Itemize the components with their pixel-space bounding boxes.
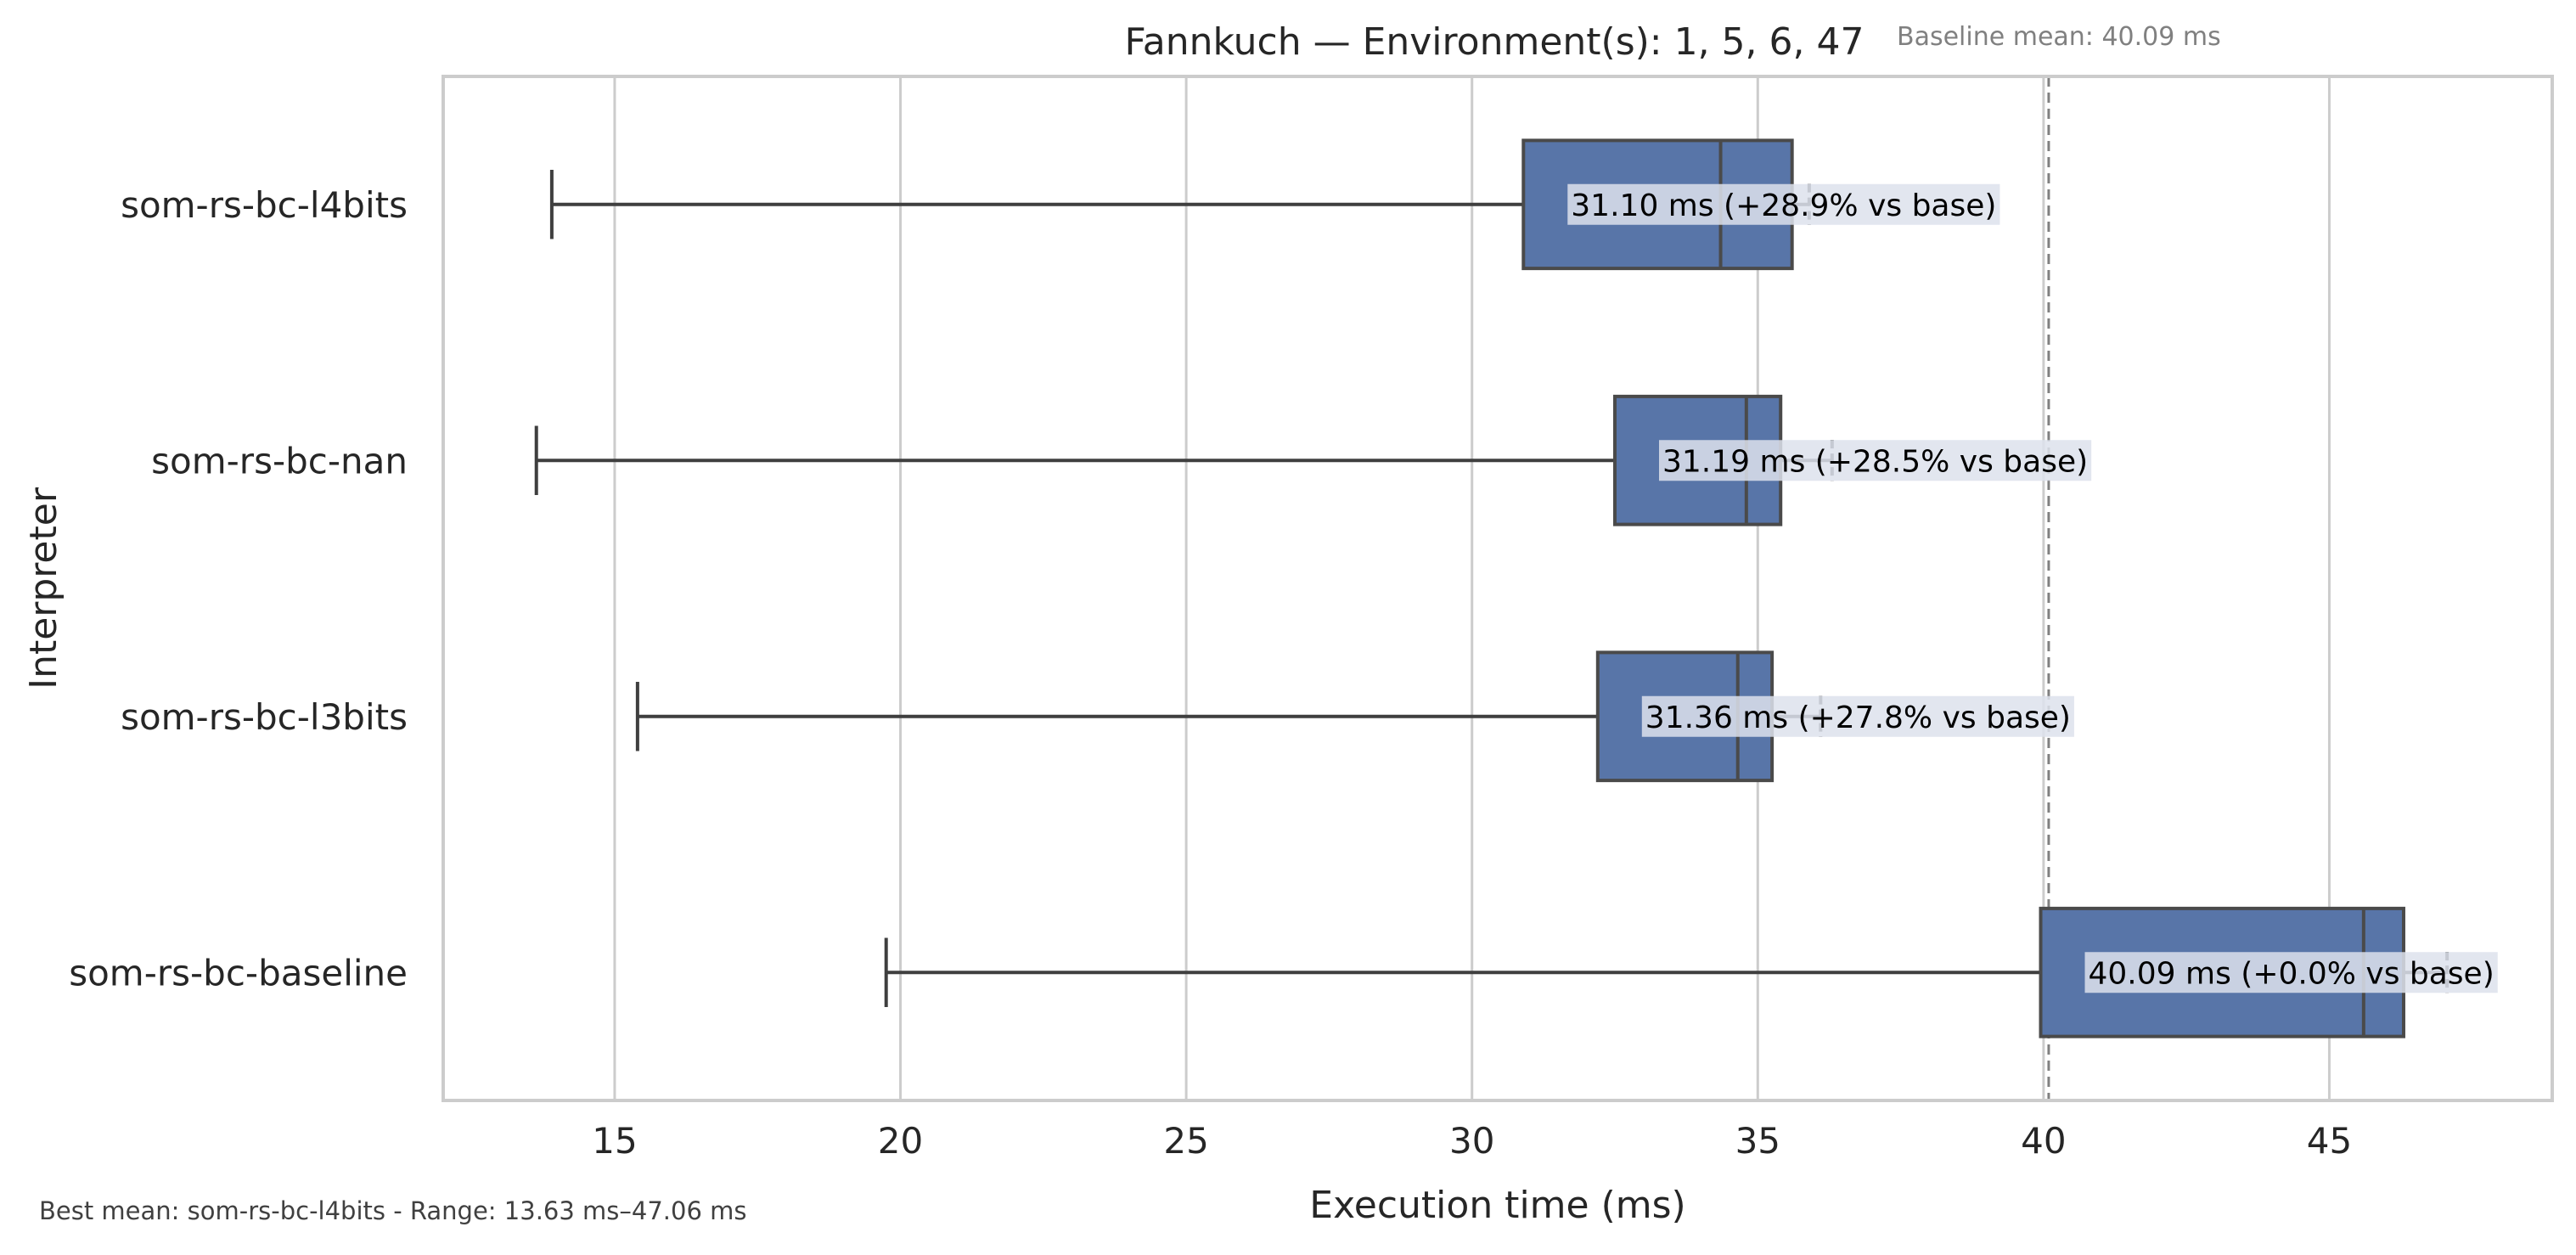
y-category-label: som-rs-bc-l4bits	[121, 184, 408, 226]
y-category-label: som-rs-bc-nan	[151, 440, 408, 481]
data-label-background	[1641, 695, 2074, 737]
chart-title: Fannkuch — Environment(s): 1, 5, 6, 47	[1125, 20, 1865, 64]
baseline-note: Baseline mean: 40.09 ms	[1897, 22, 2221, 52]
x-tick-labels: 15 20 25 30 35 40 45	[592, 1120, 2352, 1162]
x-tick-label: 25	[1163, 1120, 1208, 1162]
x-tick-label: 35	[1735, 1120, 1780, 1162]
y-category-label: som-rs-bc-baseline	[69, 952, 408, 993]
x-tick-label: 45	[2307, 1120, 2352, 1162]
x-tick-label: 15	[592, 1120, 637, 1162]
x-tick-label: 20	[878, 1120, 923, 1162]
footer-note: Best mean: som-rs-bc-l4bits - Range: 13.…	[39, 1196, 747, 1225]
box-data-label: 40.09 ms (+0.0% vs base)	[2089, 956, 2494, 991]
box-data-label: 31.36 ms (+27.8% vs base)	[1645, 701, 2071, 735]
plot-frame	[442, 75, 2554, 1102]
y-category-label: som-rs-bc-l3bits	[121, 696, 408, 738]
x-tick-label: 40	[2021, 1120, 2066, 1162]
data-label-background	[1567, 183, 2000, 225]
data-label-background	[2084, 952, 2498, 993]
x-tick-label: 30	[1449, 1120, 1494, 1162]
boxes	[534, 138, 2449, 1038]
data-label-background	[1659, 440, 2092, 481]
x-axis-label: Execution time (ms)	[1309, 1184, 1685, 1227]
data-labels: 31.10 ms (+28.9% vs base) 31.19 ms (+28.5…	[1567, 183, 2498, 993]
box-data-label: 31.19 ms (+28.5% vs base)	[1662, 444, 2088, 479]
y-axis-label: Interpreter	[22, 487, 65, 689]
y-category-labels: som-rs-bc-l4bits som-rs-bc-nan som-rs-bc-l…	[69, 184, 408, 994]
box-data-label: 31.10 ms (+28.9% vs base)	[1571, 189, 1996, 223]
